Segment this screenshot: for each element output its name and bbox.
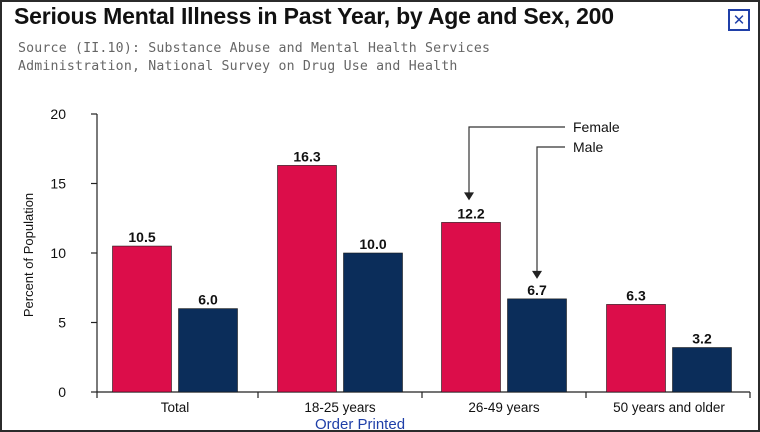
- x-tick-label: 50 years and older: [613, 400, 725, 415]
- data-label: 16.3: [293, 148, 320, 164]
- y-tick-label: 20: [50, 106, 66, 122]
- female-arrowhead-icon: [464, 192, 474, 201]
- male-bar: [178, 308, 238, 393]
- data-label: 6.3: [626, 287, 646, 303]
- x-tick-label: 18-25 years: [304, 400, 376, 415]
- data-label: 6.7: [527, 282, 547, 298]
- male-arrowhead-icon: [532, 270, 542, 279]
- female-bar: [606, 304, 666, 393]
- x-tick-label: Total: [161, 400, 190, 415]
- legend-female: Female: [573, 119, 620, 135]
- y-axis-label: Percent of Population: [21, 193, 36, 317]
- source-line-2: Administration, National Survey on Drug …: [18, 59, 458, 74]
- y-tick-label: 15: [50, 176, 66, 192]
- female-bar: [277, 165, 337, 393]
- legend-male: Male: [573, 139, 604, 155]
- data-label: 3.2: [692, 331, 712, 347]
- source-line-1: Source (II.10): Substance Abuse and Ment…: [18, 41, 491, 56]
- female-callout-line: [468, 126, 565, 197]
- male-bar: [672, 347, 732, 393]
- male-callout-line: [536, 146, 565, 275]
- order-link[interactable]: Order Printed: [315, 416, 406, 432]
- y-tick-label: 5: [58, 315, 66, 331]
- y-tick-label: 10: [50, 245, 66, 261]
- male-bar: [507, 298, 567, 393]
- data-label: 12.2: [457, 205, 484, 221]
- x-tick-label: 26-49 years: [468, 400, 540, 415]
- data-label: 10.0: [359, 236, 386, 252]
- female-bar: [112, 245, 172, 393]
- data-label: 10.5: [128, 229, 155, 245]
- chart-title: Serious Mental Illness in Past Year, by …: [14, 3, 614, 29]
- y-tick-label: 0: [58, 384, 66, 400]
- close-icon[interactable]: ✕: [728, 9, 750, 31]
- data-label: 6.0: [198, 292, 218, 308]
- female-bar: [441, 222, 501, 393]
- male-bar: [343, 252, 403, 393]
